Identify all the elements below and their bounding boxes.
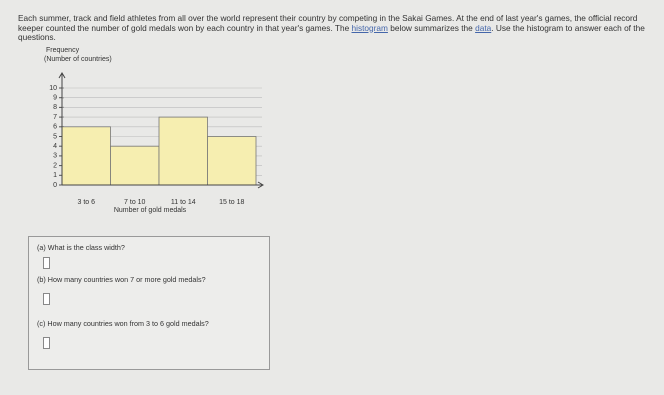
- intro-text: below summarizes the: [387, 22, 476, 33]
- answer-input[interactable]: [43, 257, 50, 269]
- question: (a) What is the class width?: [37, 243, 125, 252]
- bar: [158, 116, 208, 186]
- y-tick-label: 6: [53, 124, 57, 131]
- intro-text: . Use the histogram to answer each of th…: [18, 22, 645, 42]
- question: (b) How many countries won 7 or more gol…: [37, 275, 206, 284]
- bar: [207, 136, 257, 186]
- y-axis-arrow: [58, 72, 66, 79]
- y-tick-label: 2: [53, 162, 57, 169]
- y-axis-label: Frequency: [46, 47, 80, 54]
- intro-text: Each summer, track and field athletes fr…: [18, 13, 638, 33]
- y-tick-label: 9: [53, 95, 57, 102]
- x-tick-label: 11 to 14: [171, 199, 196, 206]
- y-tick-label: 4: [53, 143, 57, 150]
- x-axis-arrow: [257, 181, 264, 189]
- bar: [61, 126, 111, 186]
- x-axis-label: Number of gold medals: [114, 207, 187, 214]
- y-tick-label: 0: [53, 182, 57, 189]
- link[interactable]: histogram: [351, 22, 388, 33]
- y-tick-label: 3: [53, 153, 57, 160]
- x-tick-label: 7 to 10: [124, 199, 146, 206]
- y-axis-label: (Number of countries): [44, 56, 112, 63]
- x-tick-label: 3 to 6: [77, 199, 95, 206]
- question-box: (a) What is the class width? (b) How man…: [28, 236, 270, 370]
- y-tick-label: 8: [53, 104, 57, 111]
- chart: Frequency (Number of countries) 0 1 2 3 4 5 6 7 8 9…: [44, 47, 264, 214]
- question: (c) How many countries won from 3 to 6 g…: [37, 319, 209, 328]
- link[interactable]: data: [475, 22, 492, 33]
- y-tick-label: 7: [53, 114, 57, 121]
- intro: Each summer, track and field athletes fr…: [18, 13, 658, 43]
- x-tick-label: 15 to 18: [219, 199, 244, 206]
- y-tick-label: 5: [53, 133, 57, 140]
- y-tick-label: 10: [49, 85, 57, 92]
- answer-input[interactable]: [43, 337, 50, 349]
- y-tick-label: 1: [53, 172, 57, 179]
- answer-input[interactable]: [43, 293, 50, 305]
- bar: [110, 145, 160, 186]
